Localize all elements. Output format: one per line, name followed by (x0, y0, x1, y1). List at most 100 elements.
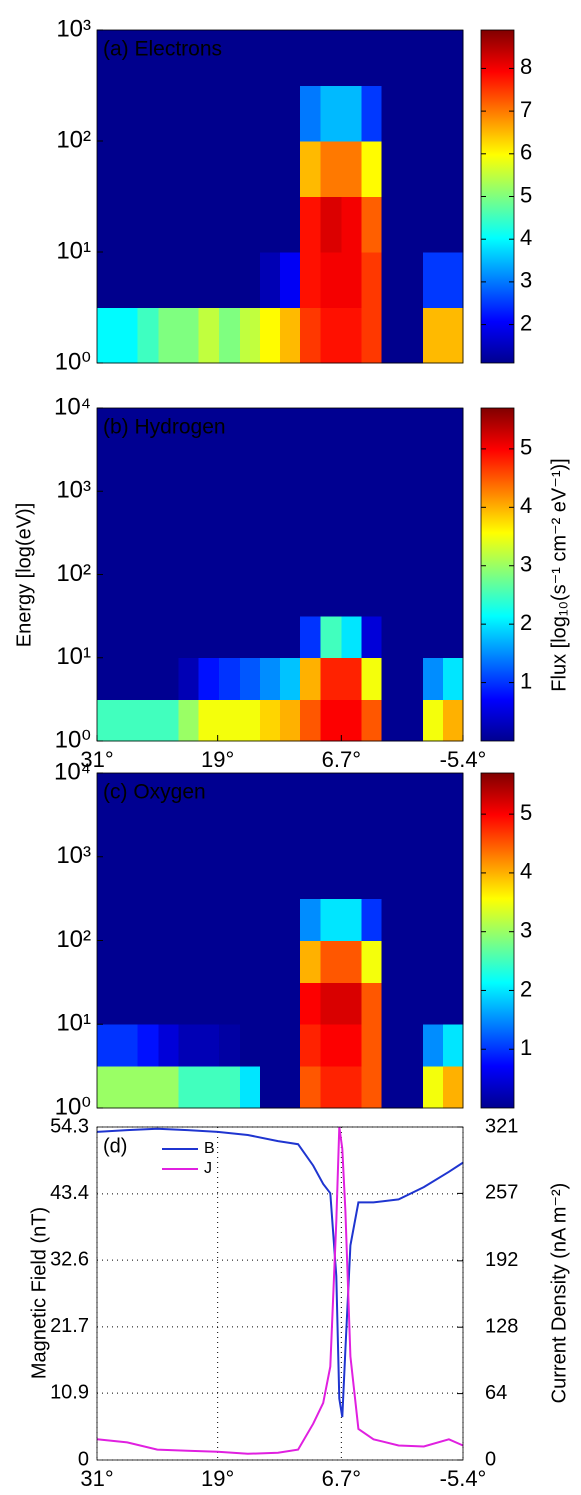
heatmap-cell (178, 307, 200, 364)
heatmap-cell (137, 1066, 159, 1109)
heatmap-cell (239, 940, 261, 983)
heatmap-cell (158, 856, 179, 900)
heatmap-cell (320, 657, 342, 700)
x-tick-label: -5.4° (440, 1466, 487, 1491)
heatmap-cell (219, 657, 241, 700)
heatmap-cell (341, 898, 362, 941)
heatmap-cell (361, 449, 383, 492)
y-tick-label: 10² (56, 126, 91, 153)
heatmap-cell (158, 616, 179, 659)
heatmap-cell (219, 699, 241, 742)
plot-frame (96, 1126, 464, 1461)
heatmap-cell (198, 574, 220, 617)
heatmap-cell (97, 856, 118, 900)
heatmap-cell (402, 574, 424, 617)
heatmap-cell (300, 574, 322, 617)
heatmap-cell (117, 773, 139, 816)
heatmap-cell (97, 408, 118, 451)
heatmap-cell (137, 699, 159, 742)
heatmap-cell (158, 30, 179, 86)
heatmap-cell (300, 940, 322, 983)
heatmap-cell (280, 814, 301, 858)
heatmap-cell (422, 1024, 444, 1067)
heatmap-cell (280, 30, 301, 86)
heatmap-cell (300, 1066, 322, 1109)
heatmap-cell (381, 616, 403, 659)
colorbar-tick-label: 3 (520, 268, 532, 293)
heatmap-cell (442, 773, 464, 816)
heatmap-cell (341, 856, 362, 900)
heatmap-cell (442, 1066, 464, 1109)
heatmap-cell (320, 856, 342, 900)
data-line (96, 1127, 464, 1418)
heatmap-cell (300, 408, 322, 451)
legend-label: B (204, 1140, 215, 1157)
heatmap-cell (280, 773, 301, 816)
heatmap-cell (361, 699, 383, 742)
heatmap-cell (300, 856, 322, 900)
heatmap-cell (117, 307, 139, 364)
heatmap-cell (442, 30, 464, 86)
heatmap-cell (239, 814, 261, 858)
heatmap-cell (219, 898, 241, 941)
heatmap-cell (381, 574, 403, 617)
heatmap-cell (137, 898, 159, 941)
y-tick-label: 10⁴ (54, 393, 91, 420)
heatmap-cell (361, 940, 383, 983)
heatmap-cell (158, 196, 179, 253)
heatmap-cell (422, 196, 444, 253)
heatmap-cell (219, 491, 241, 534)
heatmap-cell (402, 616, 424, 659)
heatmap-cell (117, 940, 139, 983)
colorbar (480, 407, 515, 742)
heatmap-cell (361, 856, 383, 900)
colorbar-tick-label: 6 (520, 140, 532, 165)
heatmap-cell (402, 140, 424, 197)
heatmap-cell (239, 982, 261, 1025)
heatmap-cell (320, 449, 342, 492)
heatmap-cell (239, 140, 261, 197)
heatmap-cell (137, 814, 159, 858)
heatmap-cell (259, 574, 281, 617)
heatmap-cell (178, 408, 200, 451)
heatmap-cell (320, 85, 342, 142)
heatmap-cell (137, 449, 159, 492)
heatmap-cell (341, 491, 362, 534)
heatmap-cell (320, 251, 342, 308)
heatmap-cell (198, 196, 220, 253)
heatmap-cell (320, 773, 342, 816)
plot-background (97, 1127, 463, 1460)
heatmap-cell (422, 699, 444, 742)
heatmap-cell (259, 1024, 281, 1067)
heatmap-cell (259, 85, 281, 142)
heatmap-cell (320, 898, 342, 941)
heatmap-cell (158, 657, 179, 700)
heatmap-cell (219, 85, 241, 142)
y-tick-label: 10¹ (56, 1010, 91, 1037)
heatmap-cell (117, 196, 139, 253)
heatmap-cell (361, 574, 383, 617)
heatmap-cell (117, 574, 139, 617)
heatmap-cell (137, 657, 159, 700)
heatmap-cell (341, 657, 362, 700)
heatmap-cell (117, 898, 139, 941)
heatmap-cell (361, 1066, 383, 1109)
heatmap-cell (422, 898, 444, 941)
heatmap-cell (178, 814, 200, 858)
heatmap-cell (219, 1024, 241, 1067)
heatmap-cell (422, 449, 444, 492)
heatmap-cell (422, 251, 444, 308)
heatmap-cell (239, 196, 261, 253)
heatmap-cell (381, 856, 403, 900)
heatmap-cell (158, 408, 179, 451)
y-tick-label: 10⁰ (55, 1093, 91, 1120)
heatmap-cell (158, 449, 179, 492)
heatmap-cell (442, 307, 464, 364)
heatmap-cell (361, 307, 383, 364)
heatmap-cell (178, 85, 200, 142)
heatmap-cell (361, 657, 383, 700)
heatmap-cell (239, 616, 261, 659)
heatmap-cell (300, 491, 322, 534)
heatmap-cell (280, 449, 301, 492)
heatmap-cell (422, 657, 444, 700)
